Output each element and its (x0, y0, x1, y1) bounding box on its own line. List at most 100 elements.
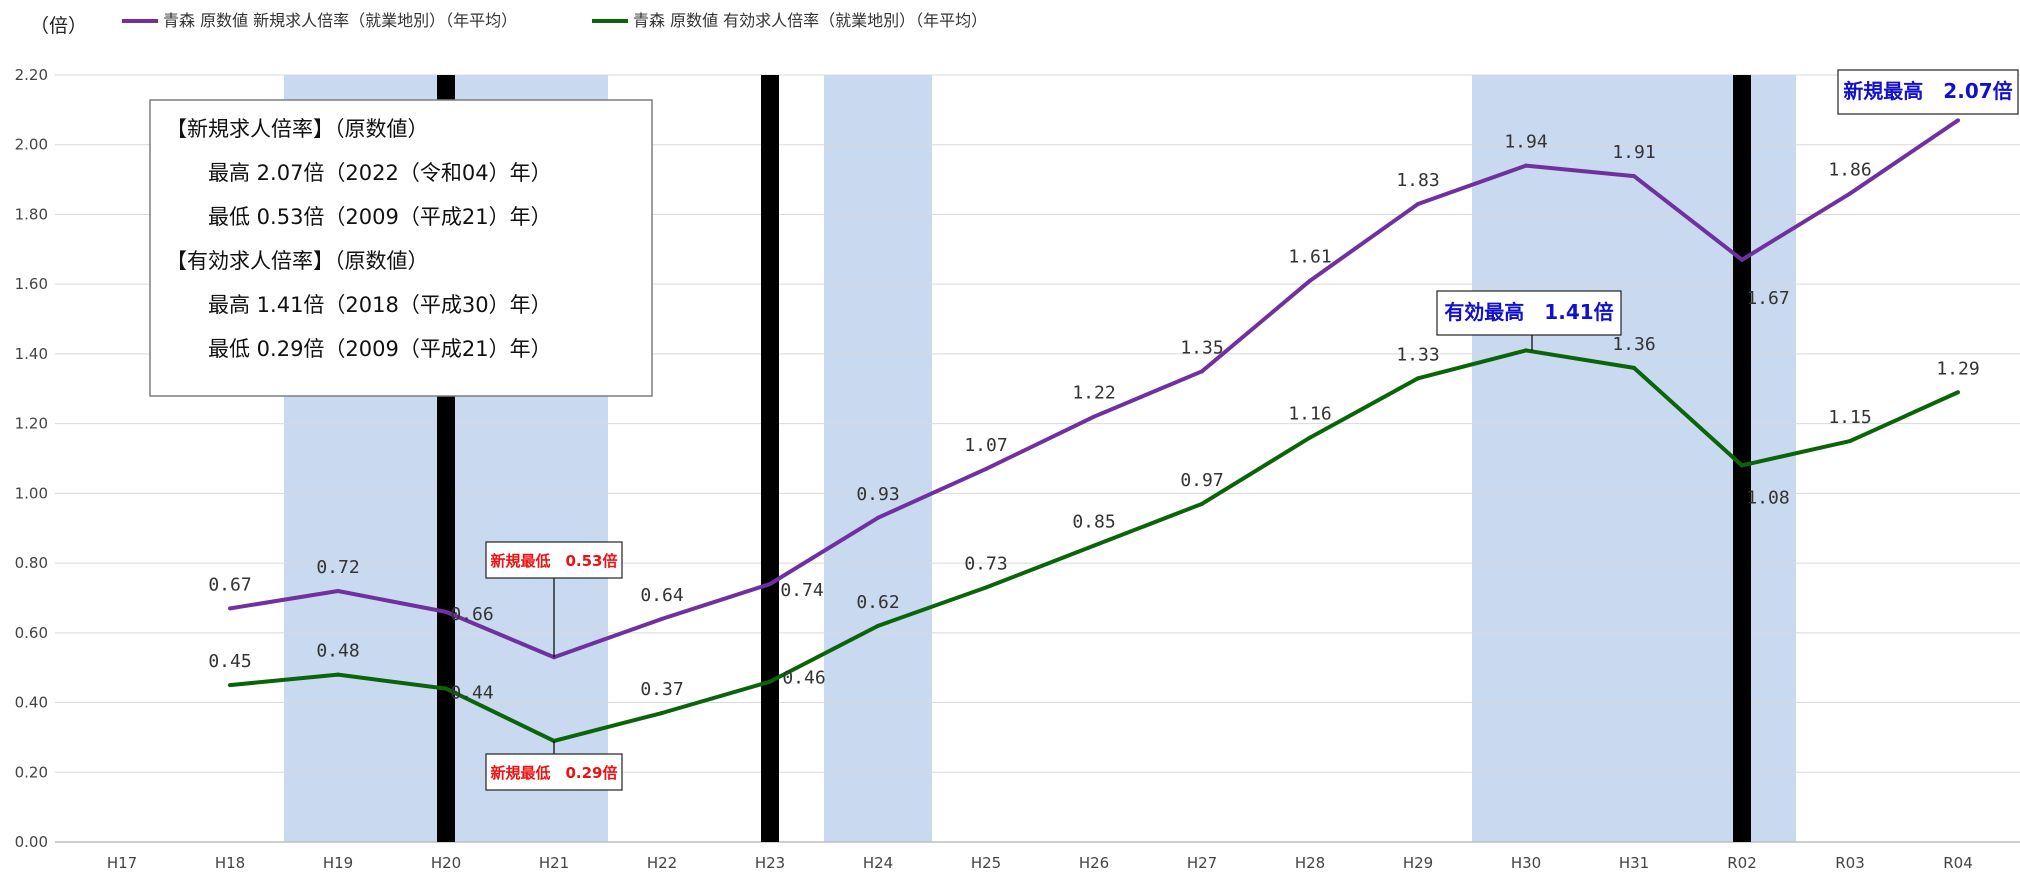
data-label: 1.91 (1612, 142, 1655, 163)
data-label: 1.08 (1746, 487, 1789, 508)
x-tick-label: H30 (1511, 854, 1541, 872)
summary-box: 【新規求人倍率】（原数値） 最高 2.07倍（2022（令和04）年） 最低 0.5… (149, 99, 653, 397)
callout-eff-high-box (1436, 290, 1622, 336)
x-tick-label: H27 (1187, 854, 1217, 872)
data-point (768, 582, 772, 587)
data-label: 1.94 (1504, 132, 1547, 153)
event-line (761, 75, 779, 842)
shade-period-1 (824, 75, 932, 842)
data-point (984, 585, 988, 590)
data-label: 1.15 (1828, 407, 1871, 428)
summary-line: 【新規求人倍率】（原数値） (166, 117, 429, 141)
data-label: 1.07 (964, 435, 1007, 456)
summary-line: 最低 0.53倍（2009（平成21）年） (208, 205, 552, 229)
data-point (1632, 365, 1636, 370)
x-tick-label: H20 (431, 854, 461, 872)
legend: （倍） 青森 原数値 新規求人倍率（就業地別）（年平均） 青森 原数値 有効求人倍率… (30, 11, 987, 37)
data-point (444, 609, 448, 614)
data-point (1740, 463, 1744, 468)
data-point (228, 606, 232, 611)
data-point (660, 711, 664, 716)
data-point (1956, 390, 1960, 395)
x-tick-label: H17 (107, 854, 137, 872)
data-label: 1.67 (1746, 288, 1789, 309)
data-label: 0.74 (780, 580, 823, 601)
callout-new-high-box (1837, 69, 2019, 115)
data-point (876, 623, 880, 628)
x-tick-label: H28 (1295, 854, 1325, 872)
callout-eff-low-box (485, 753, 623, 791)
data-point (1416, 376, 1420, 381)
data-label: 1.35 (1180, 337, 1223, 358)
series-lines (228, 118, 1960, 743)
y-tick-label: 0.00 (15, 833, 48, 851)
legend-label: 青森 原数値 有効求人倍率（就業地別）（年平均） (633, 11, 987, 30)
data-label: 0.62 (856, 592, 899, 613)
data-label: 0.85 (1072, 512, 1115, 533)
data-label: 1.22 (1072, 383, 1115, 404)
data-point (768, 679, 772, 684)
data-point (444, 686, 448, 691)
y-axis-ticks: 0.00 0.20 0.40 0.60 0.80 1.00 1.20 1.40 1.60 1.80… (15, 66, 48, 851)
data-point (336, 588, 340, 593)
y-tick-label: 0.60 (15, 624, 48, 642)
x-tick-label: H21 (539, 854, 569, 872)
data-point (336, 672, 340, 677)
summary-box-frame (149, 99, 653, 397)
data-point (660, 616, 664, 621)
gridlines (55, 74, 2020, 843)
y-tick-label: 0.40 (15, 694, 48, 712)
data-label: 1.36 (1612, 334, 1655, 355)
data-point (1524, 163, 1528, 168)
summary-line: 最高 2.07倍（2022（令和04）年） (208, 161, 552, 185)
data-point (876, 515, 880, 520)
data-point (1308, 278, 1312, 283)
y-tick-label: 1.20 (15, 415, 48, 433)
x-tick-label: H29 (1403, 854, 1433, 872)
data-point (984, 466, 988, 471)
x-tick-label: H25 (971, 854, 1001, 872)
callout-eff-low: 新規最低 0.29倍 (490, 764, 617, 782)
data-label: 1.83 (1396, 170, 1439, 191)
data-label: 0.97 (1180, 470, 1223, 491)
summary-line: 【有効求人倍率】（原数値） (166, 249, 429, 273)
data-label: 0.93 (856, 484, 899, 505)
data-point (1416, 201, 1420, 206)
x-tick-label: H23 (755, 854, 785, 872)
data-label: 0.66 (450, 604, 493, 625)
data-label: 0.37 (640, 679, 683, 700)
data-label: 0.73 (964, 553, 1007, 574)
x-tick-label: H26 (1079, 854, 1109, 872)
y-unit-label: （倍） (30, 15, 87, 37)
data-point (1956, 118, 1960, 123)
x-tick-label: R03 (1835, 854, 1865, 872)
x-tick-label: H24 (863, 854, 893, 872)
callout-new-high: 新規最高 2.07倍 (1843, 79, 2012, 103)
data-point (1848, 191, 1852, 196)
data-point (228, 683, 232, 688)
data-point (1200, 369, 1204, 374)
event-line (1733, 75, 1751, 842)
data-label: 1.16 (1288, 404, 1331, 425)
x-tick-label: H19 (323, 854, 353, 872)
x-tick-label: H31 (1619, 854, 1649, 872)
data-point (1200, 501, 1204, 506)
summary-line: 最高 1.41倍（2018（平成30）年） (208, 293, 552, 317)
data-label: 0.45 (208, 651, 251, 672)
data-label: 1.61 (1288, 247, 1331, 268)
data-point (1740, 257, 1744, 262)
data-point (1092, 543, 1096, 548)
x-axis-ticks: H17 H18 H19 H20 H21 H22 H23 H24 H25 H26 H27 H28 H29 H… (107, 854, 1973, 872)
y-tick-label: 0.80 (15, 554, 48, 572)
summary-line: 最低 0.29倍（2009（平成21）年） (208, 337, 552, 361)
y-tick-label: 1.40 (15, 345, 48, 363)
y-tick-label: 1.60 (15, 275, 48, 293)
data-point (1092, 414, 1096, 419)
x-tick-label: R02 (1727, 854, 1757, 872)
data-label: 0.72 (316, 557, 359, 578)
data-label: 0.64 (640, 585, 683, 606)
data-labels: 0.67 0.72 0.66 0.64 0.74 0.93 1.07 1.22 1.35 1.61… (208, 132, 1979, 704)
data-label: 0.46 (782, 668, 825, 689)
